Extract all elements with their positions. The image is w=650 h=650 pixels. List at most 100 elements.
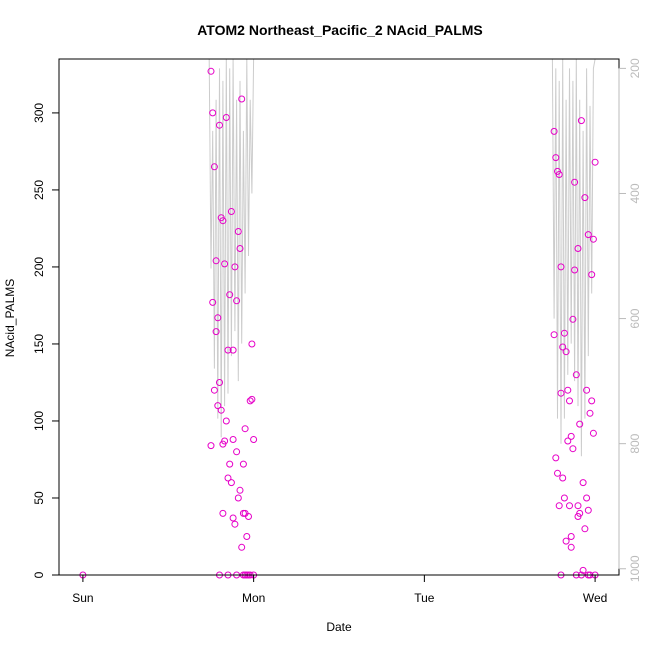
data-point: [209, 109, 217, 117]
data-point: [584, 231, 592, 239]
data-point: [245, 513, 252, 520]
data-point: [559, 343, 567, 351]
data-point: [560, 494, 568, 502]
data-point: [589, 429, 597, 437]
data-point: [574, 245, 582, 252]
data-point: [221, 260, 229, 268]
x-tick-label: Tue: [414, 591, 435, 605]
data-point: [555, 171, 563, 178]
data-point: [248, 395, 256, 403]
data-point: [588, 397, 596, 405]
data-point: [227, 479, 235, 487]
data-point: [574, 502, 582, 510]
x-tick-label: Mon: [242, 591, 265, 605]
data-point: [567, 543, 575, 551]
data-point: [557, 389, 565, 397]
data-point: [576, 420, 584, 428]
data-point: [550, 127, 558, 135]
y2-axis: 200 400 600 800 1000: [618, 58, 642, 582]
data-point: [224, 346, 232, 354]
y-tick-label: 200: [32, 257, 46, 277]
data-point: [212, 328, 220, 336]
data-point: [571, 178, 579, 186]
data-point: [214, 314, 222, 322]
data-point: [239, 460, 247, 468]
data-point: [209, 298, 217, 306]
data-point: [234, 494, 242, 502]
data-point: [552, 154, 560, 162]
pressure-line-segment: [550, 58, 596, 457]
data-point: [579, 566, 587, 574]
data-point: [229, 346, 237, 354]
data-point: [574, 513, 582, 520]
data-point: [566, 397, 573, 405]
data-point: [589, 235, 597, 243]
y2-tick-label: 200: [628, 58, 642, 78]
data-point: [239, 509, 247, 517]
data-point: [584, 506, 592, 514]
data-point: [219, 509, 227, 517]
data-point: [222, 417, 230, 425]
data-point: [567, 432, 575, 440]
data-point: [552, 454, 560, 462]
data-point: [233, 297, 241, 305]
data-point: [571, 266, 579, 274]
data-point: [569, 445, 577, 453]
data-point: [231, 520, 239, 528]
data-point: [241, 425, 249, 433]
data-point: [221, 437, 229, 445]
data-point: [586, 409, 594, 417]
data-point: [566, 502, 573, 510]
plot-frame: [58, 58, 620, 576]
data-point: [226, 291, 234, 299]
chart-title: ATOM2 Northeast_Pacific_2 NAcid_PALMS: [197, 22, 483, 38]
data-point: [248, 340, 256, 348]
y-tick-label: 50: [32, 491, 46, 505]
y-tick-label: 250: [32, 180, 46, 200]
data-point: [243, 533, 251, 540]
data-point: [210, 163, 218, 171]
data-point: [212, 257, 220, 265]
data-point: [233, 448, 241, 456]
data-point: [236, 245, 244, 252]
data-point: [217, 406, 225, 414]
data-point: [559, 474, 567, 482]
y2-tick-label: 400: [628, 183, 642, 203]
data-point: [588, 271, 596, 279]
y2-tick-label: 600: [628, 308, 642, 328]
data-point: [555, 502, 563, 510]
y2-tick-label: 800: [628, 433, 642, 453]
data-point: [591, 158, 599, 166]
data-point: [562, 537, 570, 545]
data-point: [562, 348, 570, 356]
data-point: [567, 533, 575, 540]
data-point: [564, 437, 572, 445]
data-point: [554, 469, 561, 477]
data-point: [550, 331, 558, 339]
pressure-line-segment: [208, 58, 255, 438]
data-point: [222, 114, 230, 121]
data-point: [207, 67, 215, 75]
y2-tick-label: 1000: [628, 555, 642, 582]
y-axis-label: NAcid_PALMS: [3, 279, 17, 357]
data-point: [246, 397, 254, 405]
x-axis: Sun Mon Tue Wed: [72, 574, 607, 605]
y-tick-label: 300: [32, 103, 46, 123]
data-point: [581, 194, 589, 202]
data-point: [560, 329, 568, 337]
data-point: [236, 486, 244, 494]
data-point: [229, 436, 237, 443]
data-point: [219, 217, 227, 225]
x-axis-label: Date: [326, 620, 352, 634]
data-points-layer: [79, 67, 599, 579]
data-point: [210, 386, 218, 394]
data-point: [569, 315, 577, 323]
data-point: [577, 117, 585, 125]
y-tick-label: 100: [32, 411, 46, 431]
y-axis: 0 50 100 150 200 250 300: [32, 103, 60, 578]
data-point: [231, 263, 239, 271]
data-point: [564, 386, 572, 394]
data-point: [238, 95, 246, 103]
data-point: [250, 436, 258, 443]
data-point: [238, 543, 246, 551]
